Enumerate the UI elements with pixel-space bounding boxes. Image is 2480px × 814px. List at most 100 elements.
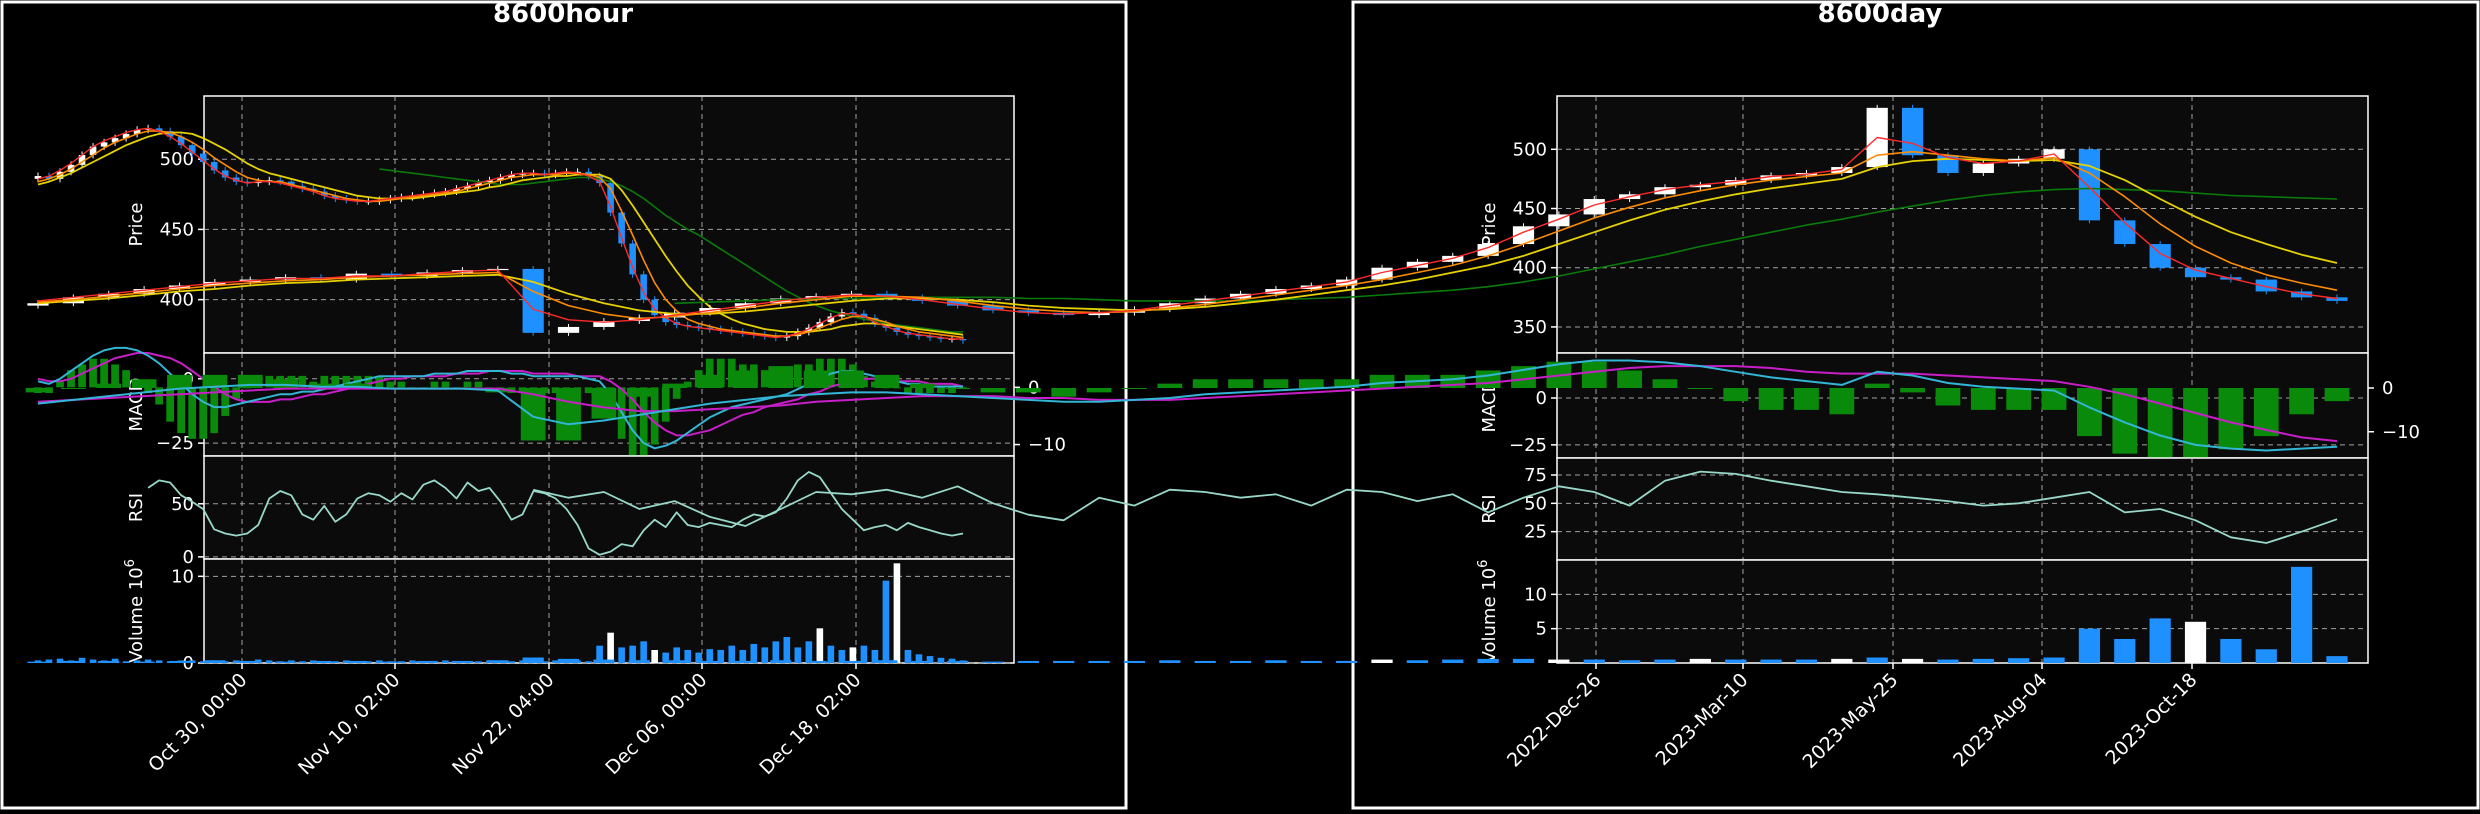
volume-bar [2326,656,2348,663]
volume-bar [1795,659,1818,663]
macd-histogram-bar [1652,379,1678,388]
candle-body [188,145,196,154]
volume-bar [98,660,120,663]
volume-bar [122,661,130,663]
candle-body [27,303,49,306]
macd-right-ytick-label: −10 [1028,435,1066,456]
volume-bar [628,660,650,663]
macd-histogram-bar [2077,388,2102,437]
volume-bar [487,660,509,663]
macd-histogram-bar [904,387,912,394]
candle-body [2149,244,2171,268]
volume-bar [772,641,780,663]
macd-histogram-bar [1935,388,1961,406]
rsi-ytick-label: 25 [1524,522,1547,543]
candle-body [946,300,969,306]
volume-bar [204,660,226,663]
candle-body [1583,199,1605,215]
macd-histogram-bar [2147,388,2173,463]
macd-histogram-bar [727,358,736,388]
macd-histogram-bar [364,375,373,388]
candle-body [607,183,614,213]
volume-bar [1972,658,1994,663]
candle-body [210,162,218,171]
macd-histogram-bar [768,366,794,388]
candle-body [1725,180,1747,185]
volume-bar [442,660,449,663]
volume-bar [783,637,791,663]
volume-bar [2043,657,2065,663]
volume-bar [45,659,53,663]
macd-histogram-bar [2218,388,2244,450]
candle-body [2255,279,2277,292]
macd-histogram-bar [760,370,769,388]
rsi-ytick-label: 50 [1524,493,1547,514]
volume-bar [2220,638,2242,663]
macd-histogram-bar [915,387,923,394]
candle-body [464,185,471,189]
volume-bar [911,660,933,663]
macd-histogram-bar [937,387,945,394]
volume-bar [345,660,367,663]
volume-bar [552,660,559,663]
macd-histogram-bar [1298,379,1324,388]
volume-bar [1725,659,1747,663]
macd-histogram-bar [1864,383,1890,388]
volume-bar [1229,660,1252,663]
volume-bar [144,659,152,663]
price-ytick-label: 350 [1513,317,1547,338]
macd-ylabel: MACD [126,378,147,432]
macd-histogram-bar [122,370,130,388]
volume-bar [827,645,835,663]
macd-histogram-bar [96,383,122,388]
macd-histogram-bar [167,374,192,388]
candle-body [1371,267,1393,280]
macd-histogram-bar [166,387,174,422]
rsi-panel [203,455,1015,560]
volume-bar [1300,660,1322,663]
candle-body [2326,297,2348,301]
candle-body [199,153,207,163]
macd-histogram-bar [697,374,723,388]
volume-bar [557,658,580,663]
volume-bar [739,650,747,663]
candle-body [574,171,581,173]
macd-histogram-bar [839,370,864,388]
candle-body [332,195,339,199]
macd-histogram-bar [672,387,681,399]
volume-bar [265,660,273,663]
volume-bar [298,661,306,663]
volume-bar [1548,659,1570,663]
macd-histogram-bar [2112,388,2138,454]
volume-bar [1123,660,1146,663]
macd-histogram-bar [980,388,1006,393]
macd-histogram-bar [60,388,86,389]
volume-ytick-label: 5 [1536,619,1547,640]
macd-histogram-bar [793,364,802,388]
rsi-line [147,470,964,556]
price-ytick-label: 450 [160,219,194,240]
volume-ylabel-text: Volume 10 [126,567,147,663]
volume-bar [1336,660,1358,663]
candle-body [177,136,185,146]
macd-histogram-bar [591,388,617,419]
volume-bar [1371,659,1393,663]
candle-body [221,170,229,178]
volume-bar [2114,638,2136,663]
price-ytick-label: 450 [1513,199,1547,220]
macd-panel [1556,352,2369,459]
macd-histogram-bar [441,381,450,388]
candle-body [486,180,493,184]
candle-body [849,312,857,314]
macd-histogram-bar [265,375,274,388]
macd-histogram-bar [1970,388,1996,410]
volume-bar [89,659,97,663]
volume-ylabel: Volume 106 [123,559,147,663]
rsi-ytick-label: 75 [1524,465,1547,486]
ma-long-line [674,187,2338,305]
candle-body [651,299,658,316]
chart-title-hourly: 8600hour [493,0,633,29]
macd-histogram-bar [945,388,970,389]
price-ytick-label: 500 [160,149,194,170]
